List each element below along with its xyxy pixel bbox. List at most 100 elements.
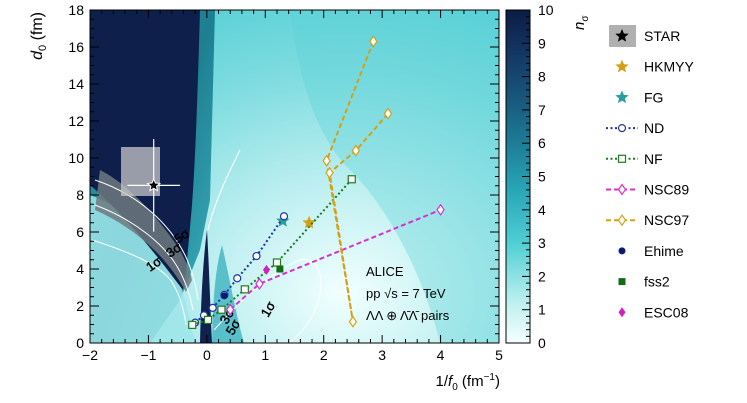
x-axis-label-part: −1 [484,372,496,383]
legend-item-nd: ND [606,120,664,136]
point-nd [233,274,242,283]
colorbar: 0 1 2 3 4 5 6 7 8 9 10 nσ [505,2,591,351]
legend-marker-esc08 [618,307,626,318]
legend-item-fg: FG [615,89,663,105]
point-esc08 [262,264,270,275]
colorbar-label-sym: n [571,22,588,30]
legend-item-ehime: Ehime [618,243,684,259]
legend-label-hkmyy: HKMYY [644,59,694,75]
x-tick-label: 2 [320,347,328,363]
contour-label: 1σ [258,299,279,320]
y-tick-label: 0 [76,335,84,351]
contour-label: 5σ [223,317,244,338]
legend-label-esc08: ESC08 [644,304,689,320]
y-tick-label: 6 [76,224,84,240]
point-nf [240,285,249,294]
colorbar-tick-label: 2 [538,268,546,284]
contour-1sigma-right [213,259,322,343]
x-axis-label-part: ) [495,373,500,390]
point-ehime [220,292,228,300]
y-axis-label-part: (fm) [29,12,46,45]
legend-label-nd: ND [644,120,664,136]
legend-marker-nsc89 [617,183,627,196]
y-tick-label: 10 [68,150,84,166]
colorbar-tick-label: 0 [538,335,546,351]
point-star [146,177,162,192]
point-nf [203,315,213,324]
heatmap-lower-left [90,195,195,343]
point-nsc97 [383,107,393,120]
y-tick-label: 2 [76,298,84,314]
annotation-experiment: ALICE [366,264,404,279]
y-tick-label: 18 [68,2,84,18]
legend-marker-fg [615,90,629,104]
y-axis-label: d0 (fm) [29,12,49,60]
annotation-system: pp √s = 7 TeV [366,286,446,301]
point-nsc89 [225,303,235,316]
legend: STAR HKMYY FG ND NF NSC89 NSC97 Ehime fss2 ESC08 [606,25,694,320]
contour-1sigma-left [91,239,187,326]
point-nsc97 [351,144,361,157]
series-line-nsc89 [229,208,441,311]
x-tick-label: 0 [203,347,211,363]
legend-item-nsc89: NSC89 [606,182,689,198]
colorbar-tick-label: 9 [538,35,546,51]
contour-label: 5σ [171,225,192,246]
y-tick-label: 12 [68,113,84,129]
point-nsc89 [436,203,445,216]
point-nd [279,212,289,221]
point-nf [217,305,226,314]
x-axis-label: 1/f0 (fm−1) [436,372,500,393]
point-nf [347,175,356,184]
legend-marker-nsc97 [617,214,627,227]
legend-marker-nf [617,154,627,163]
x-tick-label: 5 [495,347,503,363]
legend-label-nsc89: NSC89 [644,182,689,198]
contour-3sigma [94,204,194,311]
x-tick-label: −2 [82,347,98,363]
colorbar-tick-label: 3 [538,235,546,251]
colorbar-tick-label: 6 [538,135,546,151]
y-tick-label: 8 [76,187,84,203]
legend-marker-hkmyy [615,59,629,73]
colorbar-label: nσ [571,15,591,30]
y-axis-label-part: d [29,50,46,60]
y-tick-label: 14 [68,76,84,92]
x-axis-label-part: (fm [458,373,484,390]
contour-label: 3σ [163,239,184,260]
x-axis-label-part: 0 [452,382,458,393]
series-line-nsc97 [325,41,389,322]
y-tick-label: 16 [68,39,84,55]
legend-label-ehime: Ehime [644,243,684,259]
legend-label-nf: NF [644,151,663,167]
annotation-pairs: ΛΛ ⊕ Λ̄Λ̄ pairs [366,308,450,323]
point-nsc97 [369,35,378,48]
legend-item-nsc97: NSC97 [606,212,689,228]
legend-label-fg: FG [644,89,663,105]
point-nsc97 [322,154,331,167]
point-hkmyy [302,215,316,229]
colorbar-tick-label: 10 [538,2,554,18]
legend-label-star: STAR [644,28,680,44]
colorbar-tick-label: 7 [538,102,546,118]
legend-label-nsc97: NSC97 [644,212,689,228]
legend-label-fss2: fss2 [644,274,670,290]
point-nd [252,251,261,261]
point-nsc89 [255,277,264,290]
colorbar-label-sub: σ [580,15,591,22]
legend-marker-star [615,29,629,42]
x-tick-label: 4 [437,347,445,363]
x-axis-label-part: 1/ [436,373,449,390]
legend-marker-nd [617,124,627,133]
heatmap-right-wash [290,10,499,343]
colorbar-tick-label: 5 [538,169,546,185]
colorbar-tick-label: 4 [538,202,546,218]
y-tick-label: 4 [76,261,84,277]
colorbar-tick-label: 8 [538,69,546,85]
legend-item-star: STAR [609,25,680,47]
legend-item-fss2: fss2 [618,274,670,290]
legend-item-hkmyy: HKMYY [615,59,694,75]
